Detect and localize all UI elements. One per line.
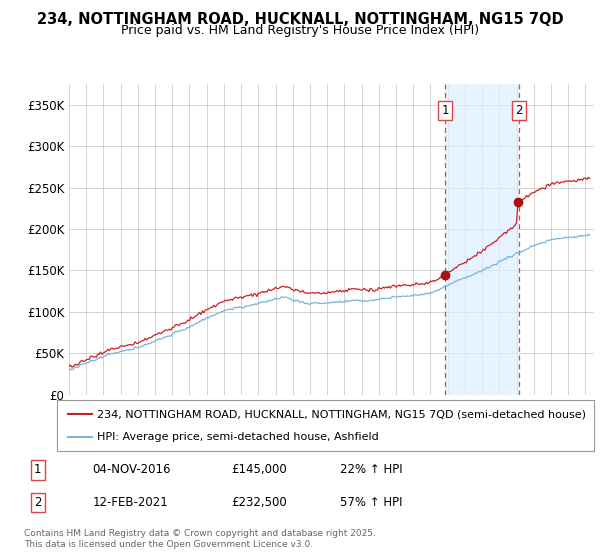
Text: 04-NOV-2016: 04-NOV-2016	[92, 463, 171, 476]
Text: 2: 2	[34, 496, 41, 509]
Text: 234, NOTTINGHAM ROAD, HUCKNALL, NOTTINGHAM, NG15 7QD (semi-detached house): 234, NOTTINGHAM ROAD, HUCKNALL, NOTTINGH…	[97, 409, 586, 419]
Text: 234, NOTTINGHAM ROAD, HUCKNALL, NOTTINGHAM, NG15 7QD: 234, NOTTINGHAM ROAD, HUCKNALL, NOTTINGH…	[37, 12, 563, 27]
Bar	[445, 84, 518, 395]
Text: 1: 1	[441, 104, 449, 117]
Text: 57% ↑ HPI: 57% ↑ HPI	[340, 496, 403, 509]
Text: Price paid vs. HM Land Registry's House Price Index (HPI): Price paid vs. HM Land Registry's House …	[121, 24, 479, 37]
Text: 22% ↑ HPI: 22% ↑ HPI	[340, 463, 403, 476]
Text: HPI: Average price, semi-detached house, Ashfield: HPI: Average price, semi-detached house,…	[97, 432, 379, 442]
Text: £232,500: £232,500	[231, 496, 287, 509]
Text: 12-FEB-2021: 12-FEB-2021	[92, 496, 169, 509]
Text: £145,000: £145,000	[231, 463, 287, 476]
Text: 2: 2	[515, 104, 523, 117]
Text: 1: 1	[34, 463, 41, 476]
Text: Contains HM Land Registry data © Crown copyright and database right 2025.
This d: Contains HM Land Registry data © Crown c…	[24, 529, 376, 549]
